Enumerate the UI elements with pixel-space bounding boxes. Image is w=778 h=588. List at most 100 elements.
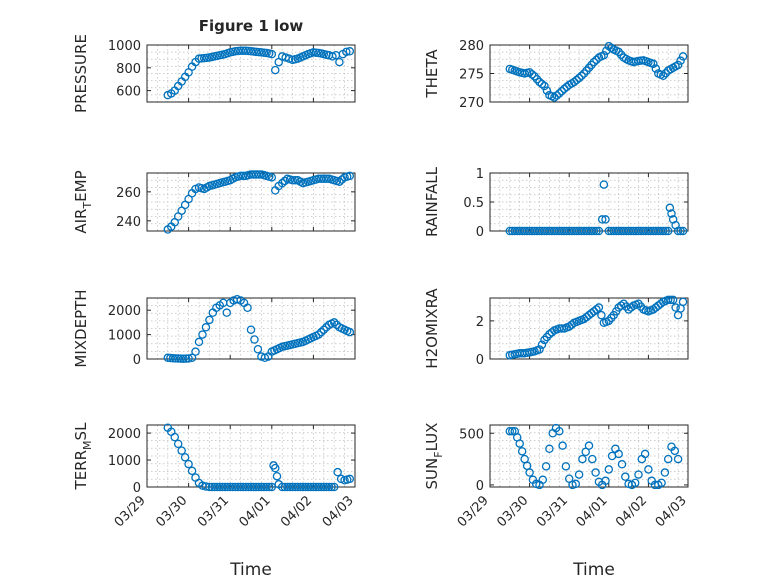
panel-8-data-point — [634, 470, 643, 479]
panel-3-data-point — [251, 170, 261, 179]
panel-8-data-point — [588, 454, 597, 464]
panel-2-data-point — [599, 51, 609, 60]
panel-5-data-point — [222, 308, 231, 317]
panel-7-data-point — [177, 446, 186, 455]
panel-4-data-point — [676, 226, 685, 236]
panel-1-ytick-label: 800 — [116, 62, 141, 77]
panel-5-data-point — [191, 347, 200, 356]
panel-8-data-point — [571, 479, 581, 489]
panel-8-data-point — [555, 426, 564, 436]
panel-5-data-point — [198, 330, 207, 339]
panel-4-data-point — [663, 226, 673, 236]
panel-3-data-point — [280, 176, 290, 186]
panel-8-data-point — [525, 468, 534, 477]
panel-4-data-point — [659, 226, 668, 236]
panel-8-data-point — [574, 470, 584, 479]
panel-8-data-point — [515, 439, 524, 448]
panel-2-data-point — [673, 60, 683, 70]
panel-1-data-point — [345, 47, 355, 56]
panel-1-data-point — [284, 54, 294, 63]
panel-2-ytick-label: 270 — [459, 96, 484, 111]
panel-3-data-point — [288, 175, 297, 185]
panel-7-data-point — [184, 459, 193, 469]
panel-2-data-point — [540, 81, 549, 91]
panel-5-data-point — [184, 354, 193, 363]
figure-title: Figure 1 low — [199, 17, 304, 35]
panel-2-data-point — [577, 71, 586, 81]
panel-8-data-point — [657, 478, 666, 488]
panel-7-ytick-label: 2000 — [108, 427, 141, 442]
panel-8-data-point — [614, 449, 623, 459]
panel-3-data-point — [290, 175, 300, 185]
panel-3-data-point — [267, 173, 277, 182]
panel-4-data-point — [667, 209, 676, 218]
panel-8-data-point — [670, 446, 680, 456]
panel-2-data-point — [557, 86, 567, 96]
panel-6-data-point — [671, 303, 680, 312]
panel-5-ytick-label: 1000 — [108, 329, 141, 344]
panel-6-data-point — [597, 310, 606, 320]
panel-6-data-point — [678, 297, 688, 307]
panel-3-data-point — [345, 171, 355, 181]
panel-3-data-point — [319, 174, 329, 184]
panel-2-ytick-label: 275 — [459, 68, 484, 83]
panel-7-xtick-label: 03/29 — [112, 493, 149, 530]
panel-5-data-point — [179, 354, 188, 364]
panel-5-ylabel: MIXDEPTH — [72, 289, 90, 367]
panel-2-data-point — [649, 59, 658, 69]
x-axis-label-left: Time — [229, 560, 272, 580]
panel-8-xtick-label: 04/03 — [653, 493, 690, 530]
panel-2-data-point — [676, 56, 685, 65]
panel-6-data-point — [663, 295, 673, 305]
panel-7-data-point — [180, 453, 190, 462]
panel-7-data-point — [173, 439, 183, 449]
panel-8-data-point — [584, 441, 594, 450]
panel-8-xtick-label: 04/01 — [574, 493, 611, 530]
panel-1-data-point — [328, 52, 337, 61]
panel-2-data-point — [527, 70, 537, 79]
panel-8-data-point — [604, 465, 614, 474]
panel-1-data-point — [271, 65, 280, 75]
panel-3-data-point — [322, 174, 331, 184]
panel-6-data-point — [616, 301, 626, 310]
panel-4-data-point — [592, 226, 601, 236]
panel-3-data-point — [238, 171, 248, 181]
panel-7-data-point — [187, 466, 197, 476]
panel-2-data-point — [651, 64, 661, 73]
panel-7-data-point — [272, 471, 282, 481]
panel-2-ytick-label: 280 — [459, 39, 484, 54]
panel-6-data-point — [557, 324, 567, 333]
panel-8-ytick-label: 500 — [459, 427, 484, 442]
panel-7-xtick-label: 03/31 — [195, 493, 232, 530]
panel-4-ytick-label: 0.5 — [463, 196, 484, 211]
panel-3-ylabel: AIRTEMP — [72, 170, 94, 233]
panel-5-data-point — [243, 303, 252, 313]
panel-8-data-point — [591, 468, 600, 477]
panel-4-data-point — [599, 180, 609, 189]
panel-4-ytick-label: 0 — [476, 225, 484, 240]
panel-4-ytick-label: 1 — [476, 167, 484, 182]
panel-5-axes-box — [146, 297, 356, 360]
panel-2-data-point — [589, 57, 599, 67]
panel-7-data-point — [345, 474, 355, 484]
panel-8-data-point — [630, 478, 640, 488]
panel-8-data-point — [541, 462, 551, 471]
panel-6-data-point — [537, 340, 547, 349]
panel-4-data-point — [594, 226, 604, 236]
panel-7-ylabel: TERRMSL — [72, 422, 94, 491]
panel-5-data-point — [194, 337, 204, 347]
panel-4-data-point — [678, 226, 688, 236]
panel-8-data-point — [601, 476, 610, 486]
panel-4-data-point — [661, 226, 670, 236]
panel-7-data-point — [271, 463, 280, 473]
panel-3-data-point — [236, 171, 245, 181]
panel-5-data-point — [319, 325, 329, 334]
panel-8-xtick-label: 03/31 — [534, 493, 571, 530]
panel-1-ytick-label: 1000 — [108, 39, 141, 54]
panel-5-data-point — [187, 353, 197, 363]
panel-6-ytick-label: 0 — [476, 353, 484, 368]
panel-8-data-point — [545, 444, 554, 454]
panel-5-data-point — [181, 354, 191, 363]
panel-7-data-point — [327, 482, 336, 492]
